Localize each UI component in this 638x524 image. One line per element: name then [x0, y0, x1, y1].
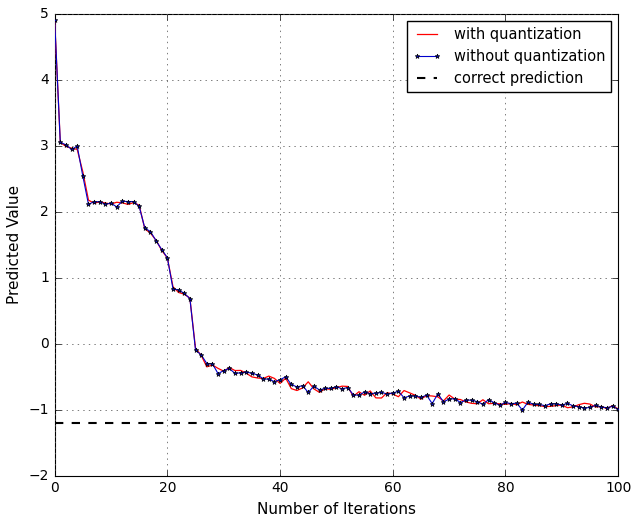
without quantization	[519, 407, 526, 413]
with quantization	[51, 17, 59, 24]
with quantization	[445, 392, 453, 398]
without quantization	[91, 199, 98, 205]
with quantization	[310, 386, 318, 392]
Line: without quantization: without quantization	[52, 18, 621, 412]
Legend: with quantization, without quantization, correct prediction: with quantization, without quantization,…	[407, 21, 611, 92]
without quantization	[51, 17, 59, 24]
correct prediction	[57, 420, 64, 426]
without quantization	[614, 406, 622, 412]
without quantization	[445, 396, 453, 402]
with quantization	[614, 406, 622, 412]
with quantization	[191, 345, 199, 352]
without quantization	[473, 399, 481, 405]
correct prediction	[51, 420, 59, 426]
without quantization	[310, 383, 318, 389]
without quantization	[191, 347, 199, 353]
without quantization	[389, 390, 397, 396]
with quantization	[91, 200, 98, 206]
X-axis label: Number of Iterations: Number of Iterations	[257, 503, 416, 517]
with quantization	[389, 391, 397, 397]
with quantization	[473, 400, 481, 407]
Line: with quantization: with quantization	[55, 20, 618, 409]
Y-axis label: Predicted Value: Predicted Value	[6, 185, 22, 304]
